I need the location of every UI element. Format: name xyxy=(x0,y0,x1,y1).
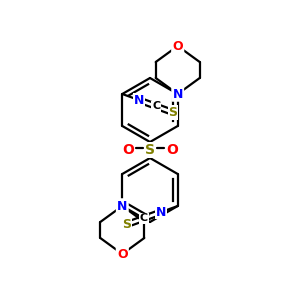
Text: C: C xyxy=(140,213,148,223)
Text: C: C xyxy=(152,101,160,111)
Text: O: O xyxy=(122,143,134,157)
Text: S: S xyxy=(169,106,178,119)
Text: O: O xyxy=(166,143,178,157)
Text: N: N xyxy=(172,88,183,100)
Text: O: O xyxy=(117,248,128,260)
Text: S: S xyxy=(145,143,155,157)
Text: N: N xyxy=(134,94,144,107)
Text: O: O xyxy=(172,40,183,52)
Text: S: S xyxy=(122,218,131,231)
Text: N: N xyxy=(156,206,166,219)
Text: N: N xyxy=(117,200,128,212)
